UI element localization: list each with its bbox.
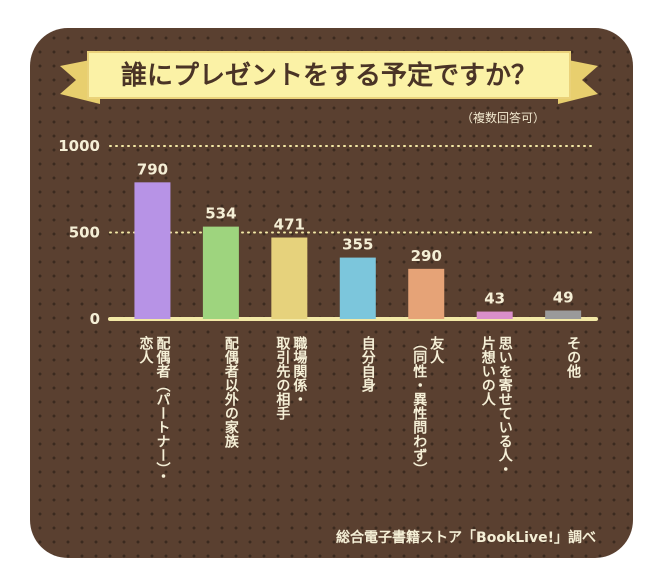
bar <box>545 310 582 319</box>
category-label: 思いを寄せている人・ <box>497 336 513 476</box>
category-label: 職場関係・ <box>291 335 307 406</box>
chart-title: 誰にプレゼントをする予定ですか？ <box>121 60 537 91</box>
chart-board <box>30 28 633 558</box>
category-label: 配偶者（パートナー）・ <box>154 336 171 483</box>
bar <box>271 237 308 319</box>
value-label: 49 <box>553 289 574 307</box>
value-label: 290 <box>411 247 442 265</box>
category-label: 配偶者以外の家族 <box>223 336 239 449</box>
y-tick-label: 1000 <box>58 137 100 155</box>
category-label: 友人 <box>428 335 444 364</box>
value-label: 355 <box>342 236 373 254</box>
bar <box>408 268 445 319</box>
category-labels: 配偶者（パートナー）・恋人 配偶者以外の家族 職場関係・取引先の相手 自分自身 友人（同… <box>137 335 582 483</box>
value-label: 790 <box>137 160 168 178</box>
value-label: 471 <box>274 216 305 234</box>
y-tick-label: 0 <box>90 310 100 328</box>
y-tick-label: 500 <box>69 224 100 242</box>
category-label: （同性・異性問わず） <box>411 336 428 476</box>
bars: 790 534 471 355 290 43 49 <box>134 160 582 319</box>
bar <box>134 182 171 319</box>
category-label: その他 <box>565 336 582 379</box>
banner-body <box>87 51 571 99</box>
title-banner: 誰にプレゼントをする予定ですか？ <box>60 51 598 104</box>
value-label: 534 <box>205 205 236 223</box>
category-label: 自分自身 <box>360 335 376 393</box>
bar <box>202 226 239 319</box>
bar <box>339 257 376 319</box>
category-label: 片想いの人 <box>480 335 497 406</box>
chart-note: （複数回答可） <box>461 110 545 125</box>
bar <box>476 311 513 319</box>
value-label: 43 <box>484 290 505 308</box>
source-note: 総合電子書籍ストア「BookLive!」調べ <box>336 529 596 546</box>
category-label: 取引先の相手 <box>274 336 290 421</box>
category-label: 恋人 <box>137 335 153 364</box>
